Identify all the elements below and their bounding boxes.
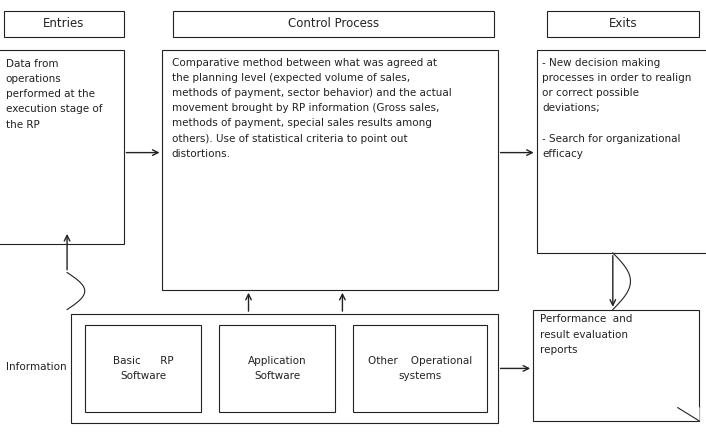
Text: - New decision making
processes in order to realign
or correct possible
deviatio: - New decision making processes in order… xyxy=(542,58,692,159)
Bar xyxy=(537,50,706,253)
Text: Data from
operations
performed at the
execution stage of
the RP: Data from operations performed at the ex… xyxy=(6,59,102,129)
Bar xyxy=(219,325,335,412)
Bar xyxy=(353,325,487,412)
Text: Information: Information xyxy=(6,362,66,372)
Text: Control Process: Control Process xyxy=(288,17,379,31)
Text: Application
Software: Application Software xyxy=(248,356,306,381)
Bar xyxy=(533,310,699,421)
Text: Exits: Exits xyxy=(609,17,638,31)
Bar xyxy=(85,325,201,412)
Bar xyxy=(4,11,124,37)
Text: Performance  and
result evaluation
reports: Performance and result evaluation report… xyxy=(540,314,633,355)
Text: Entries: Entries xyxy=(43,17,84,31)
Polygon shape xyxy=(678,408,699,421)
Text: Basic      RP
Software: Basic RP Software xyxy=(113,356,173,381)
Bar xyxy=(162,50,498,290)
Bar xyxy=(71,314,498,423)
Bar xyxy=(547,11,699,37)
Bar xyxy=(173,11,494,37)
Bar xyxy=(0,50,124,244)
Text: Other    Operational
systems: Other Operational systems xyxy=(368,356,472,381)
Text: Comparative method between what was agreed at
the planning level (expected volum: Comparative method between what was agre… xyxy=(172,58,451,159)
